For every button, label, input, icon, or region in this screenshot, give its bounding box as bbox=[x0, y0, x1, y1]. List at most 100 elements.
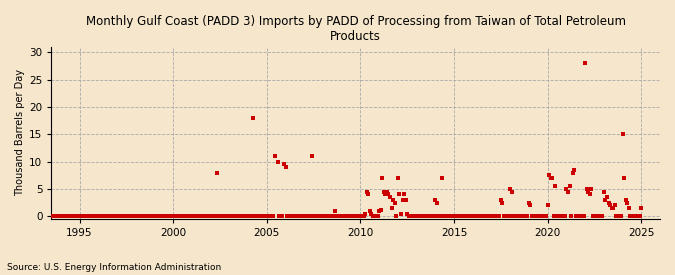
Point bbox=[477, 214, 487, 218]
Point bbox=[545, 176, 556, 180]
Point bbox=[533, 214, 543, 218]
Point bbox=[429, 214, 439, 218]
Point bbox=[310, 214, 321, 218]
Point bbox=[562, 189, 573, 194]
Point bbox=[610, 203, 620, 208]
Point bbox=[512, 214, 523, 218]
Point bbox=[236, 214, 247, 218]
Point bbox=[274, 214, 285, 218]
Point bbox=[330, 208, 341, 213]
Point bbox=[168, 214, 179, 218]
Point bbox=[132, 214, 142, 218]
Point bbox=[550, 184, 561, 188]
Point bbox=[327, 214, 338, 218]
Point bbox=[340, 214, 350, 218]
Point bbox=[464, 214, 475, 218]
Point bbox=[141, 214, 152, 218]
Point bbox=[441, 214, 452, 218]
Point bbox=[410, 214, 421, 218]
Point bbox=[147, 214, 158, 218]
Point bbox=[505, 187, 516, 191]
Point bbox=[174, 214, 185, 218]
Point bbox=[421, 214, 431, 218]
Point bbox=[188, 214, 199, 218]
Point bbox=[511, 214, 522, 218]
Point bbox=[585, 192, 595, 197]
Point bbox=[591, 214, 601, 218]
Point bbox=[215, 214, 225, 218]
Point bbox=[238, 214, 249, 218]
Point bbox=[466, 214, 477, 218]
Point bbox=[292, 214, 303, 218]
Point bbox=[308, 214, 319, 218]
Point bbox=[179, 214, 190, 218]
Point bbox=[144, 214, 155, 218]
Point bbox=[152, 214, 163, 218]
Point bbox=[49, 214, 60, 218]
Point bbox=[617, 132, 628, 136]
Point bbox=[371, 214, 381, 218]
Point bbox=[197, 214, 208, 218]
Point bbox=[342, 214, 353, 218]
Point bbox=[306, 154, 317, 158]
Point bbox=[595, 214, 606, 218]
Point bbox=[536, 214, 547, 218]
Point bbox=[302, 214, 313, 218]
Point bbox=[611, 214, 622, 218]
Point bbox=[119, 214, 130, 218]
Point bbox=[366, 211, 377, 216]
Text: Source: U.S. Energy Information Administration: Source: U.S. Energy Information Administ… bbox=[7, 263, 221, 272]
Point bbox=[522, 214, 533, 218]
Point bbox=[324, 214, 335, 218]
Point bbox=[241, 214, 252, 218]
Point bbox=[574, 214, 585, 218]
Point bbox=[124, 214, 135, 218]
Point bbox=[450, 214, 461, 218]
Point bbox=[267, 214, 278, 218]
Point bbox=[325, 214, 336, 218]
Point bbox=[304, 214, 315, 218]
Point bbox=[375, 208, 386, 212]
Point bbox=[480, 214, 491, 218]
Point bbox=[442, 214, 453, 218]
Point bbox=[82, 214, 92, 218]
Point bbox=[205, 214, 216, 218]
Point bbox=[449, 214, 460, 218]
Point bbox=[154, 214, 165, 218]
Point bbox=[161, 214, 172, 218]
Point bbox=[601, 195, 612, 199]
Point bbox=[624, 206, 634, 210]
Point bbox=[191, 214, 202, 218]
Point bbox=[265, 214, 275, 218]
Point bbox=[286, 214, 297, 218]
Point bbox=[91, 214, 102, 218]
Point bbox=[541, 214, 551, 218]
Point bbox=[88, 214, 99, 218]
Point bbox=[535, 214, 545, 218]
Point bbox=[335, 214, 346, 218]
Point bbox=[558, 214, 568, 218]
Point bbox=[68, 214, 79, 218]
Point bbox=[525, 203, 536, 208]
Point bbox=[495, 198, 506, 202]
Point bbox=[232, 214, 242, 218]
Point bbox=[136, 214, 147, 218]
Point bbox=[362, 192, 373, 197]
Point bbox=[260, 214, 271, 218]
Point bbox=[319, 214, 330, 218]
Point bbox=[300, 214, 311, 218]
Point bbox=[207, 214, 217, 218]
Point bbox=[322, 214, 333, 218]
Point bbox=[185, 214, 196, 218]
Point bbox=[101, 214, 111, 218]
Point bbox=[616, 214, 626, 218]
Point bbox=[244, 214, 255, 218]
Point bbox=[73, 214, 84, 218]
Point bbox=[539, 214, 550, 218]
Point bbox=[458, 214, 469, 218]
Point bbox=[76, 214, 86, 218]
Point bbox=[399, 192, 410, 197]
Point bbox=[190, 214, 200, 218]
Point bbox=[542, 203, 553, 208]
Point bbox=[560, 214, 570, 218]
